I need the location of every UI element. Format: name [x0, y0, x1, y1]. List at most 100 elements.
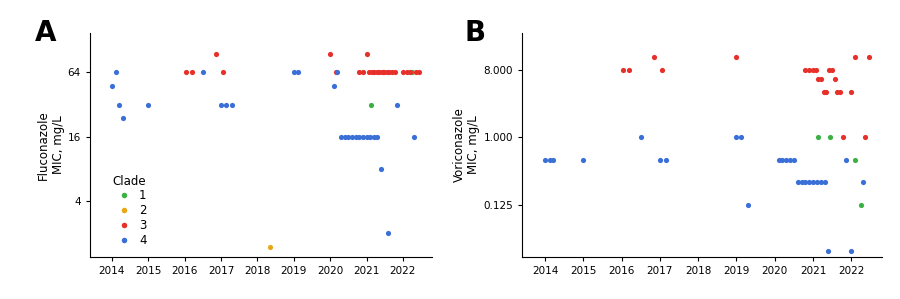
- Point: [286, 70, 301, 75]
- Point: [327, 83, 341, 88]
- Point: [375, 70, 390, 75]
- Point: [338, 135, 352, 139]
- Point: [374, 167, 388, 171]
- Point: [848, 158, 862, 162]
- Point: [359, 135, 374, 139]
- Point: [195, 70, 210, 75]
- Point: [359, 51, 374, 56]
- Point: [830, 90, 844, 95]
- Point: [405, 70, 419, 75]
- Point: [381, 231, 395, 236]
- Point: [334, 135, 348, 139]
- Point: [367, 70, 382, 75]
- Point: [729, 135, 743, 140]
- Point: [616, 68, 631, 72]
- Point: [811, 77, 825, 82]
- Point: [814, 77, 828, 82]
- Point: [382, 70, 397, 75]
- Point: [352, 135, 366, 139]
- Point: [374, 70, 389, 75]
- Text: B: B: [464, 19, 485, 48]
- Point: [822, 68, 836, 72]
- Point: [787, 158, 801, 162]
- Point: [366, 135, 381, 139]
- Point: [400, 70, 414, 75]
- Point: [816, 90, 831, 95]
- Point: [216, 70, 230, 75]
- Point: [396, 70, 410, 75]
- Point: [654, 68, 669, 72]
- Point: [795, 180, 809, 185]
- Point: [634, 135, 648, 140]
- Point: [806, 180, 820, 185]
- Point: [858, 135, 872, 140]
- Point: [387, 70, 401, 75]
- Point: [576, 158, 590, 162]
- Point: [814, 180, 828, 185]
- Point: [734, 135, 748, 140]
- Legend: 1, 2, 3, 4: 1, 2, 3, 4: [110, 172, 149, 249]
- Point: [783, 158, 797, 162]
- Y-axis label: Voriconazole
MIC, mg/L: Voriconazole MIC, mg/L: [453, 108, 481, 182]
- Point: [806, 68, 820, 72]
- Point: [112, 102, 126, 107]
- Point: [790, 180, 805, 185]
- Point: [403, 70, 418, 75]
- Point: [184, 70, 199, 75]
- Point: [775, 158, 789, 162]
- Point: [364, 70, 379, 75]
- Point: [798, 68, 813, 72]
- Point: [832, 90, 847, 95]
- Y-axis label: Fluconazole
MIC, mg/L: Fluconazole MIC, mg/L: [37, 110, 65, 180]
- Point: [323, 51, 338, 56]
- Point: [821, 249, 835, 254]
- Point: [827, 77, 842, 82]
- Point: [345, 135, 359, 139]
- Point: [214, 102, 229, 107]
- Point: [545, 158, 560, 162]
- Point: [409, 70, 423, 75]
- Point: [622, 68, 636, 72]
- Point: [705, 269, 719, 274]
- Point: [341, 135, 356, 139]
- Point: [802, 68, 816, 72]
- Point: [352, 70, 366, 75]
- Point: [370, 70, 384, 75]
- Point: [363, 135, 377, 139]
- Point: [348, 135, 363, 139]
- Point: [364, 102, 378, 107]
- Point: [362, 70, 376, 75]
- Point: [817, 180, 832, 185]
- Point: [356, 135, 370, 139]
- Point: [824, 68, 839, 72]
- Point: [538, 158, 553, 162]
- Point: [856, 180, 870, 185]
- Point: [810, 180, 824, 185]
- Point: [659, 158, 673, 162]
- Point: [824, 135, 838, 140]
- Point: [109, 70, 123, 75]
- Point: [802, 180, 816, 185]
- Point: [372, 70, 386, 75]
- Point: [412, 70, 427, 75]
- Point: [104, 83, 119, 88]
- Point: [844, 249, 859, 254]
- Point: [179, 70, 194, 75]
- Point: [407, 135, 421, 139]
- Text: A: A: [35, 19, 57, 48]
- Point: [819, 90, 833, 95]
- Point: [330, 70, 345, 75]
- Point: [225, 102, 239, 107]
- Point: [115, 116, 130, 120]
- Point: [835, 135, 850, 140]
- Point: [779, 158, 794, 162]
- Point: [839, 158, 853, 162]
- Point: [844, 90, 859, 95]
- Point: [848, 54, 862, 59]
- Point: [291, 70, 305, 75]
- Point: [729, 54, 743, 59]
- Point: [356, 70, 370, 75]
- Point: [543, 158, 557, 162]
- Point: [811, 135, 825, 140]
- Point: [263, 244, 277, 249]
